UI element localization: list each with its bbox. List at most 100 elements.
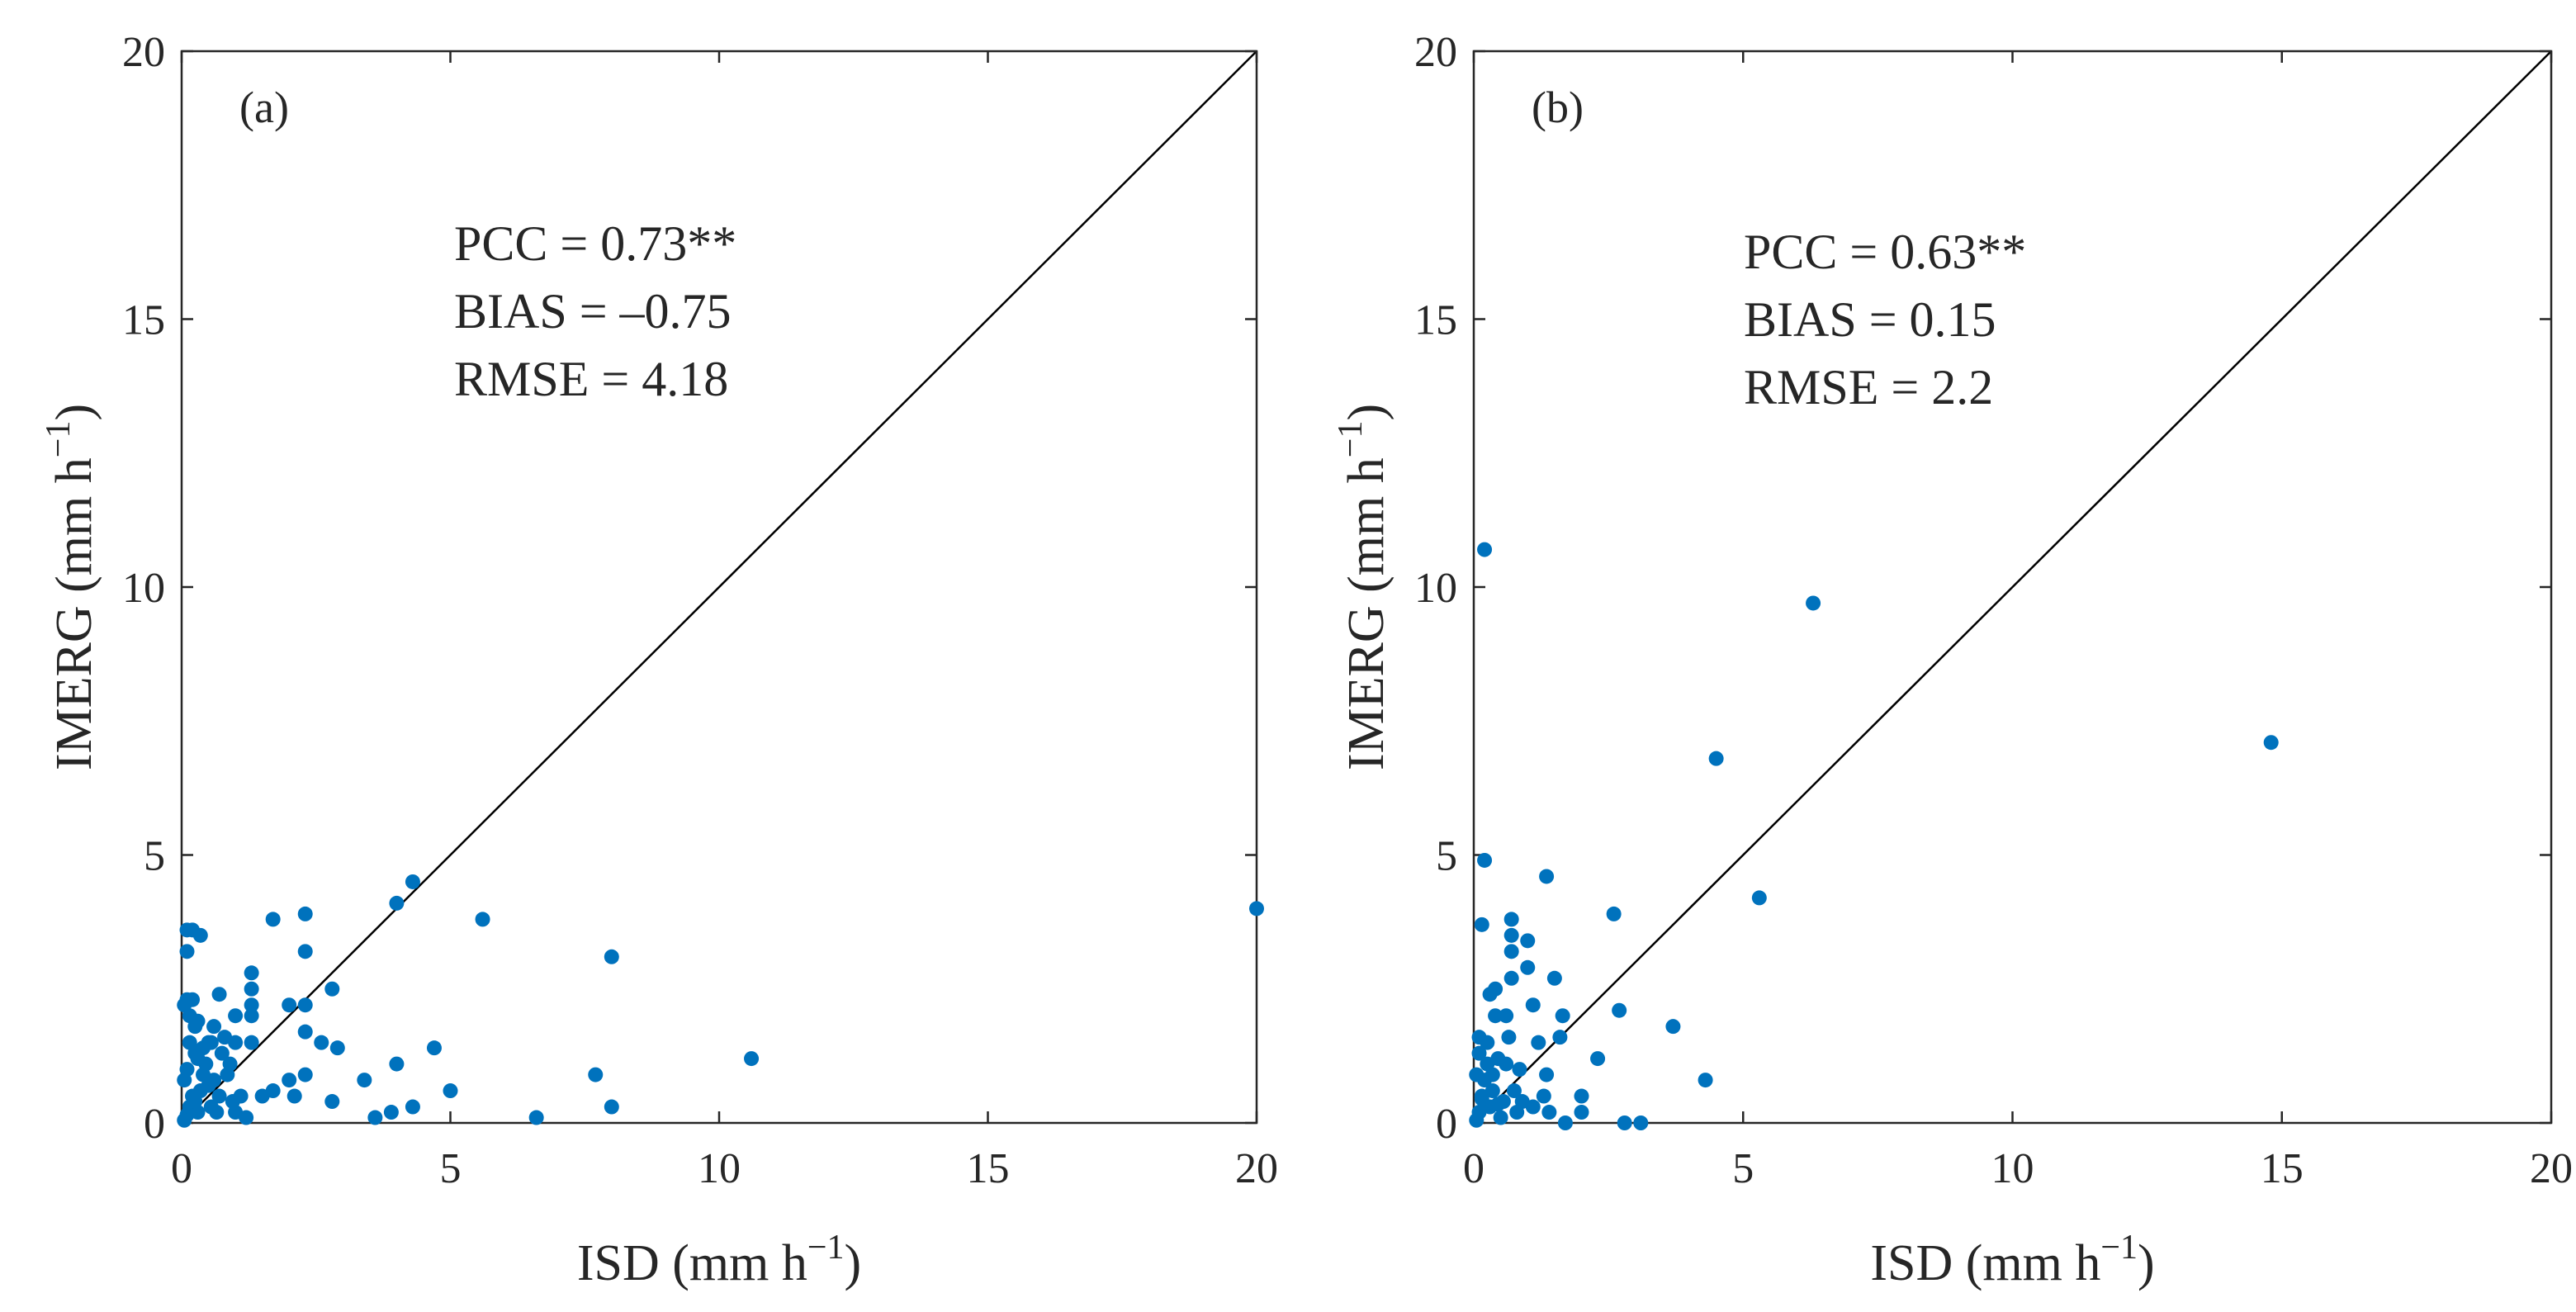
chart-1-data-point (1539, 869, 1555, 884)
chart-0-data-point (239, 1110, 254, 1125)
chart-0-x-tick-label: 10 (698, 1145, 741, 1192)
chart-1-x-axis-label: ISD (mm h−1) (1870, 1229, 2154, 1291)
chart-0-stat-line: PCC = 0.73** (454, 216, 736, 271)
chart-1-data-point (2263, 735, 2279, 751)
chart-1-data-point (1474, 1091, 1489, 1106)
chart-0-data-point (475, 912, 490, 927)
chart-1-data-point (1499, 1056, 1514, 1072)
chart-1-data-point (1665, 1019, 1681, 1035)
chart-1-data-point (1612, 1002, 1627, 1018)
chart-0-data-point (209, 1105, 225, 1120)
chart-0-data-point (182, 1035, 197, 1050)
chart-0-data-point (443, 1083, 458, 1099)
chart-0-data-point (265, 912, 281, 927)
chart-0-data-point (244, 1035, 259, 1050)
chart-1-y-tick-label: 0 (1436, 1101, 1457, 1148)
chart-0-data-point (228, 1008, 244, 1024)
chart-1-x-tick-label: 20 (2530, 1145, 2573, 1192)
chart-0-data-point (588, 1067, 604, 1082)
chart-0-data-point (192, 927, 208, 943)
chart-1-data-point (1698, 1073, 1713, 1088)
chart-1-data-point (1474, 917, 1489, 932)
chart-0-x-tick-label: 5 (440, 1145, 462, 1192)
chart-0-x-tick-label: 0 (171, 1145, 192, 1192)
chart-0-data-point (528, 1110, 544, 1125)
chart-1-data-point (1606, 906, 1622, 921)
chart-1-data-point (1493, 1110, 1508, 1125)
chart-1-data-point (1574, 1105, 1589, 1120)
chart-0-data-point (286, 1088, 302, 1104)
chart-0-panel-label: (a) (239, 83, 289, 132)
chart-0-data-point (244, 997, 259, 1013)
chart-0-data-point (604, 949, 619, 964)
chart-0-data-point (211, 1088, 227, 1104)
chart-1-y-tick-label: 15 (1414, 297, 1457, 344)
chart-1-data-point (1503, 927, 1519, 943)
chart-0-data-point (206, 1073, 222, 1088)
chart-1-x-tick-label: 15 (2261, 1145, 2304, 1192)
chart-0-data-point (182, 1008, 197, 1024)
chart-1-data-point (1477, 542, 1493, 557)
chart-1-data-point (1525, 1099, 1541, 1115)
chart-1-stat-line: RMSE = 2.2 (1744, 360, 1993, 414)
chart-0-data-point (297, 997, 313, 1013)
chart-0-data-point (228, 1035, 244, 1050)
chart-1-data-point (1480, 1035, 1495, 1050)
chart-0-data-point (244, 965, 259, 981)
chart-1-x-tick-label: 5 (1732, 1145, 1754, 1192)
chart-1-data-point (1590, 1051, 1606, 1067)
chart-0-data-point (604, 1099, 619, 1115)
chart-1-stat-line: BIAS = 0.15 (1744, 292, 1996, 347)
chart-0-data-point (389, 895, 405, 911)
chart-0-data-point (206, 1019, 222, 1035)
chart-1-data-point (1536, 1088, 1551, 1104)
panel-b: 0 5 10 15 20 0 5 10 15 20 (b) PCC = 0.63** BIAS = 0.… (1332, 29, 2573, 1291)
chart-1-data-point (1488, 1008, 1503, 1024)
chart-1-data-point (1541, 1105, 1557, 1120)
chart-0-x-tick-label: 20 (1235, 1145, 1278, 1192)
chart-1-one-to-one-line (1473, 50, 2552, 1124)
chart-0-y-tick-label: 5 (144, 833, 165, 880)
chart-0-data-point (282, 997, 297, 1013)
chart-1-data-point (1485, 1083, 1500, 1099)
chart-1-data-point (1555, 1008, 1570, 1024)
chart-1-data-point (1488, 981, 1503, 997)
chart-1-data-point (1512, 1062, 1527, 1078)
chart-0-data-point (314, 1035, 329, 1050)
chart-0-data-point (324, 981, 340, 997)
chart-0-data-point (179, 1062, 195, 1078)
chart-0-data-point (297, 1024, 313, 1040)
chart-1-data-point (1557, 1115, 1573, 1130)
chart-0-y-tick-label: 0 (144, 1101, 165, 1148)
chart-0-data-point (179, 944, 195, 959)
chart-0-data-point (201, 1035, 216, 1050)
chart-0-data-point (1249, 901, 1264, 917)
chart-1-data-point (1806, 595, 1821, 611)
chart-0-data-point (426, 1040, 442, 1056)
chart-1-data-point (1477, 852, 1493, 868)
chart-0-x-axis-label: ISD (mm h−1) (577, 1229, 861, 1291)
chart-1-data-point (1520, 933, 1536, 949)
chart-1-data-point (1531, 1035, 1546, 1050)
chart-1-data-point (1490, 1096, 1506, 1112)
chart-0-data-point (297, 1067, 313, 1082)
chart-1-data-point (1708, 751, 1724, 766)
chart-1-data-point (1503, 944, 1519, 959)
chart-0-data-point (297, 906, 313, 921)
chart-1-panel-label: (b) (1532, 83, 1584, 132)
chart-1-y-tick-label: 20 (1414, 29, 1457, 76)
chart-0-data-point (744, 1051, 760, 1067)
panel-a: 0 5 10 15 20 0 5 10 15 20 (a) PCC = 0.73** BIAS = –0… (40, 29, 1278, 1291)
chart-0-data-point (225, 1094, 240, 1110)
chart-1-y-tick-label: 5 (1436, 833, 1457, 880)
chart-0-y-tick-label: 15 (122, 297, 165, 344)
chart-1-data-point (1552, 1030, 1568, 1045)
chart-0-data-point (211, 987, 227, 1002)
chart-0-stat-line: RMSE = 4.18 (454, 352, 728, 406)
chart-0-data-point (405, 874, 420, 889)
chart-0-data-point (214, 1045, 230, 1061)
chart-1-data-point (1471, 1045, 1487, 1061)
chart-1-data-point (1501, 1030, 1517, 1045)
chart-1-y-tick-label: 10 (1414, 565, 1457, 612)
